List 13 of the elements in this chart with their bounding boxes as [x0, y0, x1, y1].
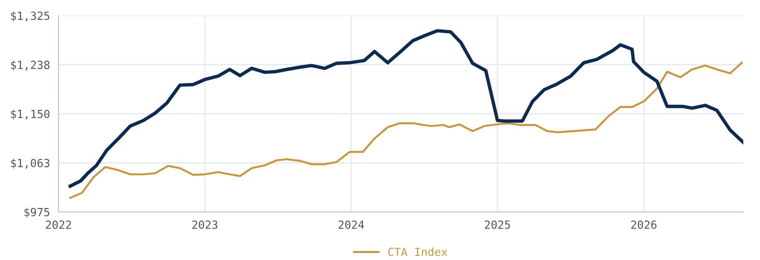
y-tick-label: $975: [24, 208, 50, 218]
x-tick-label: 2023: [192, 220, 218, 229]
x-tick-label: 2026: [631, 220, 656, 229]
x-tick-label: 2024: [338, 220, 364, 229]
y-tick-label: $1,238: [11, 60, 50, 71]
x-tick-label: 2025: [484, 220, 510, 229]
x-tick-label: 2022: [46, 220, 71, 229]
line-series: [69, 62, 743, 199]
line-series: [68, 29, 744, 188]
y-tick-label: $1,325: [11, 11, 50, 22]
legend-label: CTA Index: [388, 247, 448, 256]
y-tick-label: $1,063: [11, 158, 50, 169]
y-tick-label: $1,150: [11, 110, 50, 120]
